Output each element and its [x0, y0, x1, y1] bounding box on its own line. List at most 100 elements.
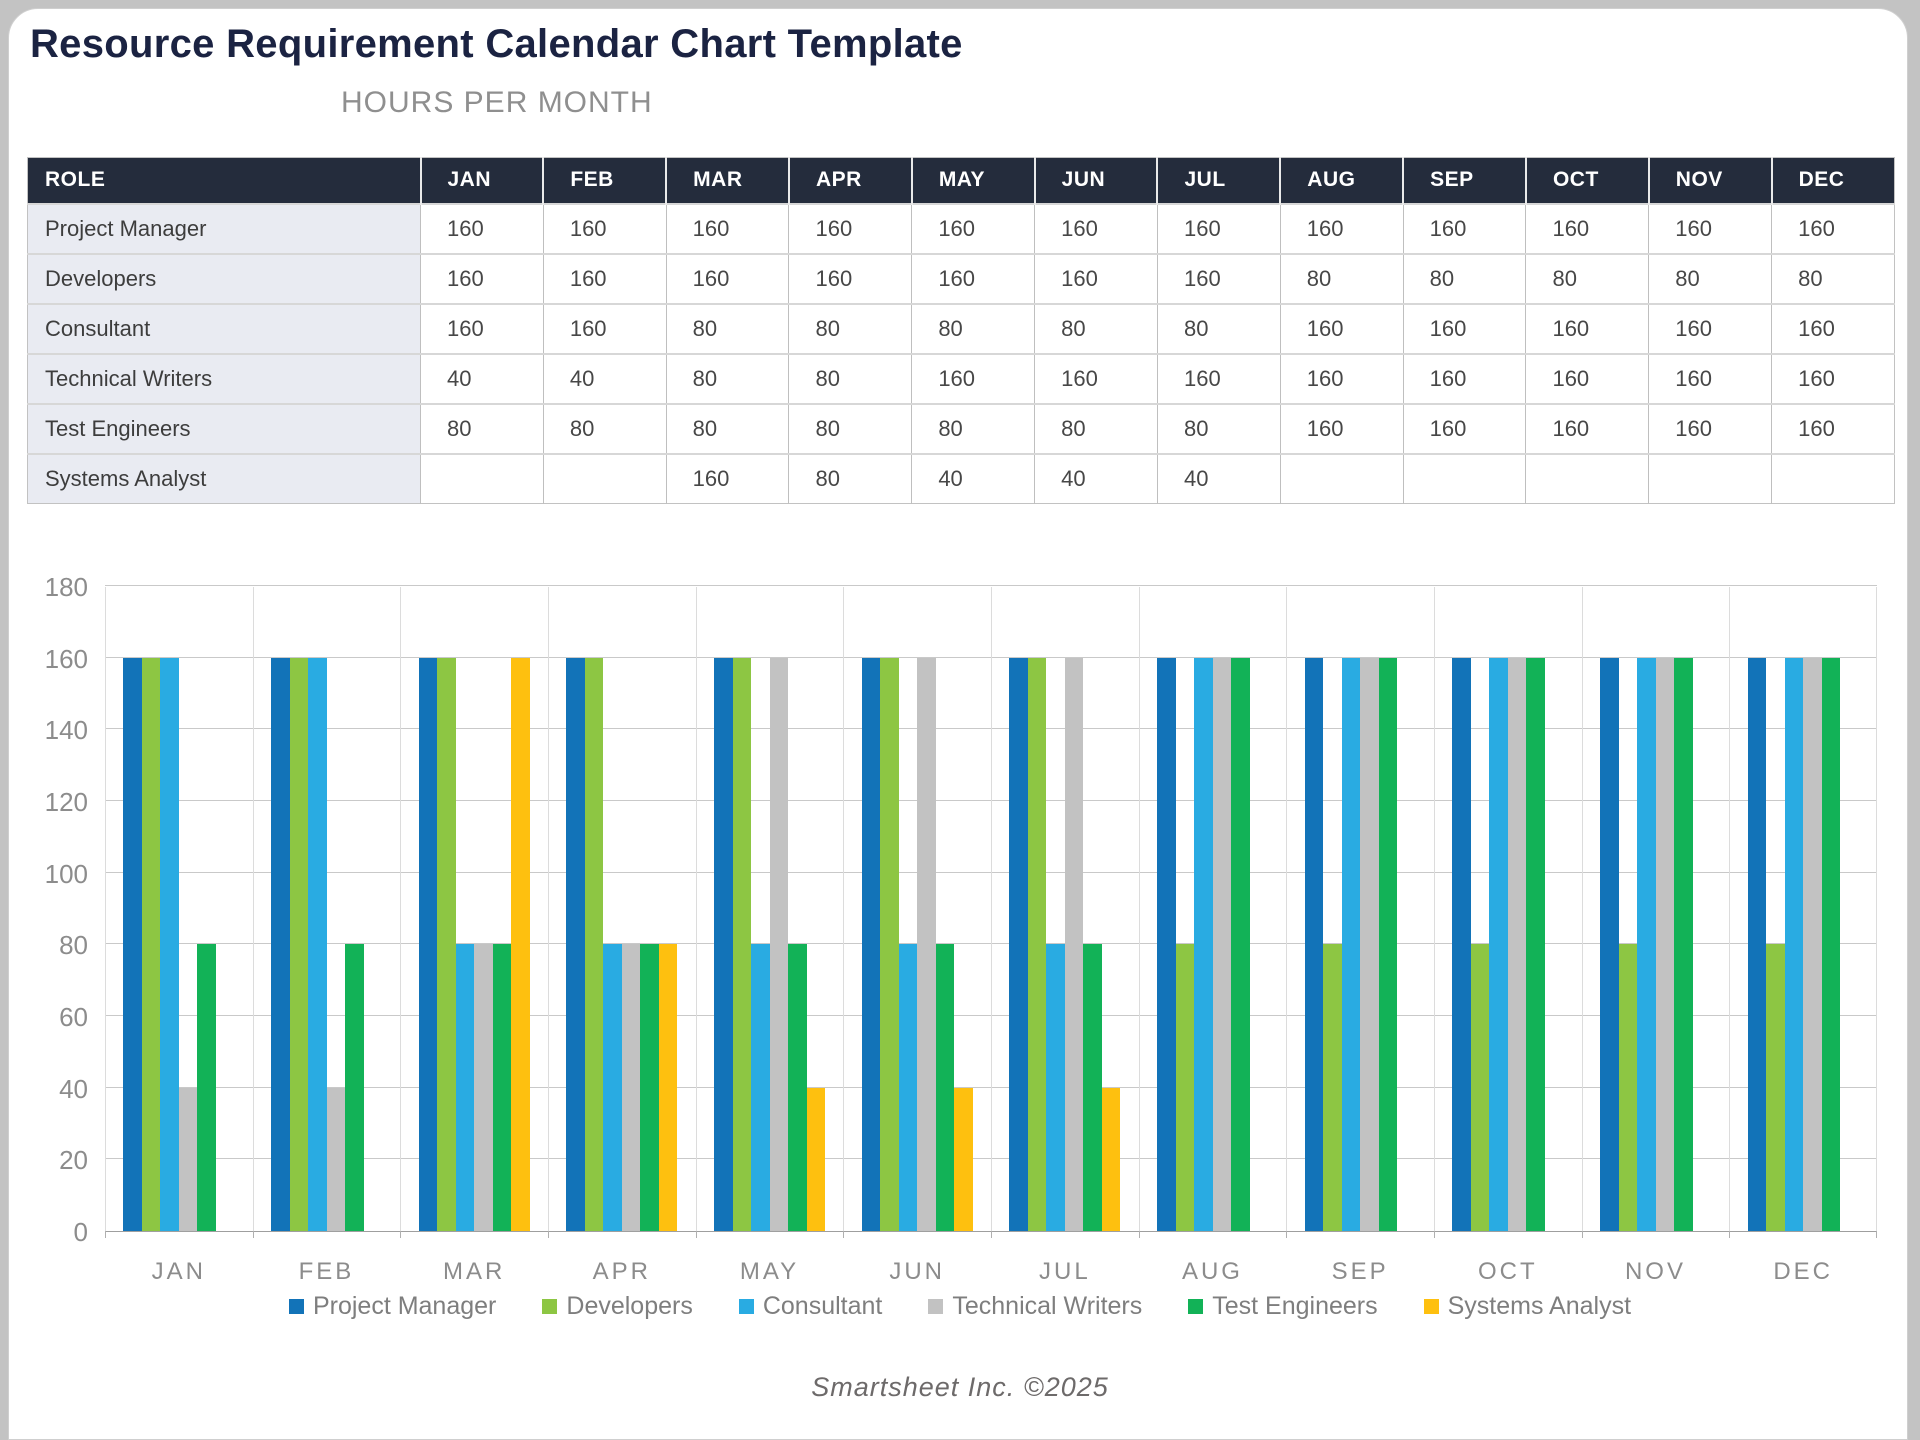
hours-cell: 160 [665, 202, 789, 254]
month-column-header: MAR [665, 157, 789, 204]
hours-cell: 160 [1402, 202, 1526, 254]
month-column-header: NOV [1647, 157, 1772, 204]
role-cell: Test Engineers [27, 402, 421, 454]
hours-cell: 80 [1156, 302, 1281, 354]
hours-cell: 160 [1402, 402, 1526, 454]
legend-item: Consultant [738, 1292, 882, 1321]
hours-cell: 160 [788, 202, 912, 254]
legend-label: Developers [566, 1292, 693, 1320]
hours-cell: 160 [1771, 302, 1895, 354]
table-row: Project Manager 160 160 160 160 160 160 160 160 1… [27, 202, 1895, 254]
hours-cell: 160 [1156, 252, 1281, 304]
hours-cell: 80 [911, 402, 1035, 454]
hours-cell: 80 [1648, 252, 1772, 304]
table-row: Systems Analyst 160 80 40 40 40 [27, 452, 1895, 504]
table-header-row: ROLE JAN FEB MAR APR MAY JUN JUL AUG SEP OCT NOV DEC [27, 157, 1895, 204]
hours-cell [420, 452, 544, 504]
role-cell: Project Manager [27, 202, 421, 254]
hours-cell: 160 [1034, 352, 1158, 404]
hours-cell: 80 [1034, 302, 1158, 354]
month-column-header: FEB [542, 157, 667, 204]
legend-swatch [1188, 1299, 1204, 1314]
month-column-header: DEC [1770, 157, 1895, 204]
month-column-header: MAY [910, 157, 1035, 204]
legend-label: Systems Analyst [1447, 1292, 1632, 1320]
hours-cell: 80 [1525, 252, 1649, 304]
hours-cell: 160 [911, 202, 1035, 254]
hours-cell: 40 [1156, 452, 1281, 504]
role-cell: Technical Writers [27, 352, 421, 404]
role-column-header: ROLE [27, 157, 421, 204]
hours-cell: 40 [911, 452, 1035, 504]
hours-cell: 160 [1156, 202, 1281, 254]
hours-cell: 80 [911, 302, 1035, 354]
hours-cell: 80 [1156, 402, 1281, 454]
role-cell: Developers [27, 252, 421, 304]
hours-cell: 160 [1402, 352, 1526, 404]
role-cell: Systems Analyst [27, 452, 421, 504]
hours-cell: 160 [1034, 252, 1158, 304]
legend-item: Systems Analyst [1423, 1292, 1632, 1321]
legend-item: Developers [542, 1292, 693, 1321]
hours-cell: 80 [665, 302, 789, 354]
hours-cell: 160 [1279, 202, 1404, 254]
month-column-header: JAN [419, 157, 544, 204]
hours-cell [1402, 452, 1526, 504]
table-row: Technical Writers 40 40 80 80 160 160 160 160 160… [27, 352, 1895, 404]
legend-item: Test Engineers [1188, 1292, 1378, 1321]
chart-legend: Project Manager Developers Consultant Techn… [0, 1292, 1920, 1321]
table-row: Consultant 160 160 80 80 80 80 80 160 160 160 160 16… [27, 302, 1895, 354]
hours-cell: 160 [1525, 402, 1649, 454]
hours-cell [542, 452, 667, 504]
legend-swatch [288, 1299, 304, 1314]
legend-label: Project Manager [312, 1292, 497, 1320]
hours-cell: 160 [542, 202, 667, 254]
hours-cell: 80 [420, 402, 544, 454]
legend-swatch [1423, 1299, 1439, 1314]
hours-cell: 40 [1034, 452, 1158, 504]
legend-swatch [928, 1299, 944, 1314]
hours-cell: 160 [1648, 352, 1772, 404]
month-column-header: JUL [1156, 157, 1281, 204]
hours-cell: 160 [1034, 202, 1158, 254]
hours-cell: 80 [788, 452, 912, 504]
hours-cell: 160 [1771, 352, 1895, 404]
hours-table: ROLE JAN FEB MAR APR MAY JUN JUL AUG SEP OCT NOV DEC… [27, 157, 1895, 504]
hours-cell: 160 [1525, 352, 1649, 404]
role-cell: Consultant [27, 302, 421, 354]
hours-cell: 160 [1771, 202, 1895, 254]
hours-cell: 160 [1771, 402, 1895, 454]
legend-item: Project Manager [288, 1292, 497, 1321]
hours-cell: 160 [665, 452, 789, 504]
hours-cell: 160 [1279, 402, 1404, 454]
month-column-header: JUN [1033, 157, 1158, 204]
hours-cell: 160 [788, 252, 912, 304]
hours-cell: 80 [542, 402, 667, 454]
hours-cell: 160 [1648, 202, 1772, 254]
hours-cell: 80 [1279, 252, 1404, 304]
hours-cell: 160 [1279, 302, 1404, 354]
hours-cell: 160 [1648, 402, 1772, 454]
hours-cell: 160 [665, 252, 789, 304]
hours-cell: 160 [420, 202, 544, 254]
hours-cell: 40 [542, 352, 667, 404]
legend-label: Test Engineers [1212, 1292, 1378, 1320]
hours-cell: 80 [665, 402, 789, 454]
hours-cell: 160 [420, 302, 544, 354]
hours-cell: 80 [788, 352, 912, 404]
hours-cell: 80 [1034, 402, 1158, 454]
hours-cell: 160 [1402, 302, 1526, 354]
hours-cell: 160 [911, 252, 1035, 304]
legend-label: Technical Writers [952, 1292, 1143, 1320]
hours-cell: 160 [1525, 302, 1649, 354]
month-column-header: AUG [1279, 157, 1404, 204]
hours-table-body: Project Manager 160 160 160 160 160 160 160 160 1… [27, 202, 1895, 504]
legend-swatch [738, 1299, 754, 1314]
month-column-header: APR [787, 157, 912, 204]
hours-cell: 80 [665, 352, 789, 404]
hours-cell [1648, 452, 1772, 504]
hours-cell: 80 [788, 302, 912, 354]
hours-cell: 160 [542, 252, 667, 304]
hours-cell: 160 [1648, 302, 1772, 354]
